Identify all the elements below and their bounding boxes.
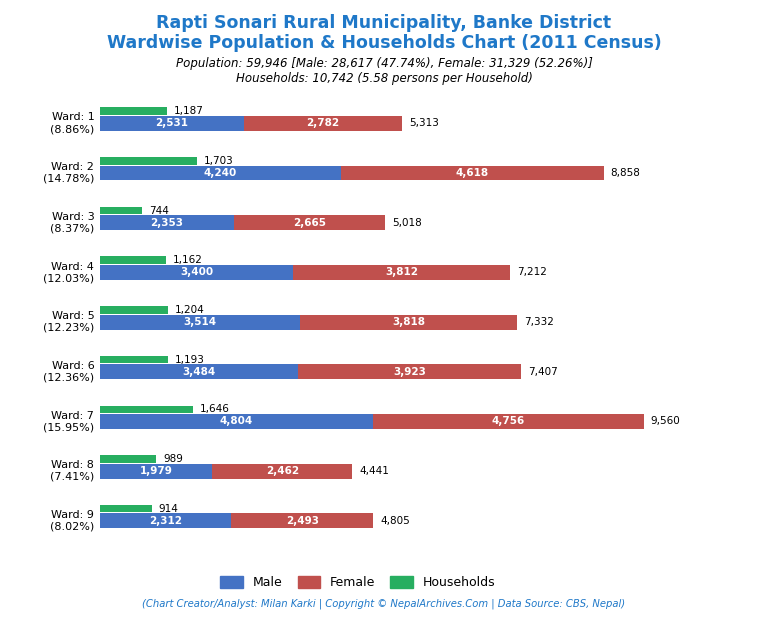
Bar	[100, 356, 167, 363]
Text: 1,703: 1,703	[204, 156, 233, 166]
Bar	[243, 116, 402, 131]
Text: 2,493: 2,493	[286, 516, 319, 526]
Text: 7,212: 7,212	[517, 267, 547, 277]
Bar	[100, 107, 167, 115]
Text: 4,618: 4,618	[456, 168, 489, 178]
Text: 1,979: 1,979	[140, 466, 173, 476]
Text: 7,332: 7,332	[524, 317, 554, 327]
Text: 1,187: 1,187	[174, 106, 204, 116]
Bar	[100, 464, 213, 478]
Bar	[100, 265, 293, 280]
Text: 1,162: 1,162	[173, 255, 203, 265]
Text: 3,923: 3,923	[393, 367, 426, 377]
Text: 2,782: 2,782	[306, 118, 339, 128]
Bar	[100, 166, 341, 181]
Legend: Male, Female, Households: Male, Female, Households	[215, 571, 501, 594]
Bar	[100, 306, 168, 313]
Text: 914: 914	[159, 504, 178, 514]
Text: 2,531: 2,531	[155, 118, 188, 128]
Bar	[100, 207, 142, 214]
Text: 1,204: 1,204	[175, 305, 205, 315]
Text: 3,400: 3,400	[180, 267, 213, 277]
Bar	[213, 464, 353, 478]
Text: 4,756: 4,756	[492, 417, 525, 427]
Bar	[341, 166, 604, 181]
Bar	[100, 364, 298, 379]
Text: 2,665: 2,665	[293, 217, 326, 227]
Text: 5,313: 5,313	[409, 118, 439, 128]
Text: 4,804: 4,804	[220, 417, 253, 427]
Text: 2,312: 2,312	[149, 516, 182, 526]
Bar	[100, 116, 243, 131]
Text: Households: 10,742 (5.58 persons per Household): Households: 10,742 (5.58 persons per Hou…	[236, 72, 532, 85]
Text: (Chart Creator/Analyst: Milan Karki | Copyright © NepalArchives.Com | Data Sourc: (Chart Creator/Analyst: Milan Karki | Co…	[142, 599, 626, 609]
Text: 3,818: 3,818	[392, 317, 425, 327]
Bar	[100, 414, 373, 429]
Text: 3,812: 3,812	[386, 267, 419, 277]
Bar	[373, 414, 644, 429]
Text: Population: 59,946 [Male: 28,617 (47.74%), Female: 31,329 (52.26%)]: Population: 59,946 [Male: 28,617 (47.74%…	[176, 57, 592, 70]
Bar	[100, 505, 152, 513]
Bar	[231, 513, 373, 528]
Text: Wardwise Population & Households Chart (2011 Census): Wardwise Population & Households Chart (…	[107, 34, 661, 52]
Text: 1,646: 1,646	[200, 404, 230, 414]
Text: 2,462: 2,462	[266, 466, 299, 476]
Bar	[100, 215, 233, 230]
Text: 9,560: 9,560	[650, 417, 680, 427]
Text: 4,240: 4,240	[204, 168, 237, 178]
Text: 2,353: 2,353	[151, 217, 184, 227]
Text: 1,193: 1,193	[174, 354, 204, 364]
Bar	[293, 265, 510, 280]
Text: 3,484: 3,484	[182, 367, 216, 377]
Text: 5,018: 5,018	[392, 217, 422, 227]
Text: 8,858: 8,858	[611, 168, 641, 178]
Text: 744: 744	[149, 206, 169, 216]
Text: 3,514: 3,514	[184, 317, 217, 327]
Bar	[100, 157, 197, 164]
Text: Rapti Sonari Rural Municipality, Banke District: Rapti Sonari Rural Municipality, Banke D…	[157, 14, 611, 32]
Bar	[100, 455, 156, 463]
Bar	[100, 513, 231, 528]
Text: 989: 989	[163, 454, 183, 464]
Text: 7,407: 7,407	[528, 367, 558, 377]
Bar	[100, 315, 300, 330]
Bar	[300, 315, 517, 330]
Bar	[233, 215, 386, 230]
Bar	[100, 257, 166, 264]
Bar	[100, 406, 194, 413]
Bar	[298, 364, 521, 379]
Text: 4,805: 4,805	[380, 516, 410, 526]
Text: 4,441: 4,441	[359, 466, 389, 476]
